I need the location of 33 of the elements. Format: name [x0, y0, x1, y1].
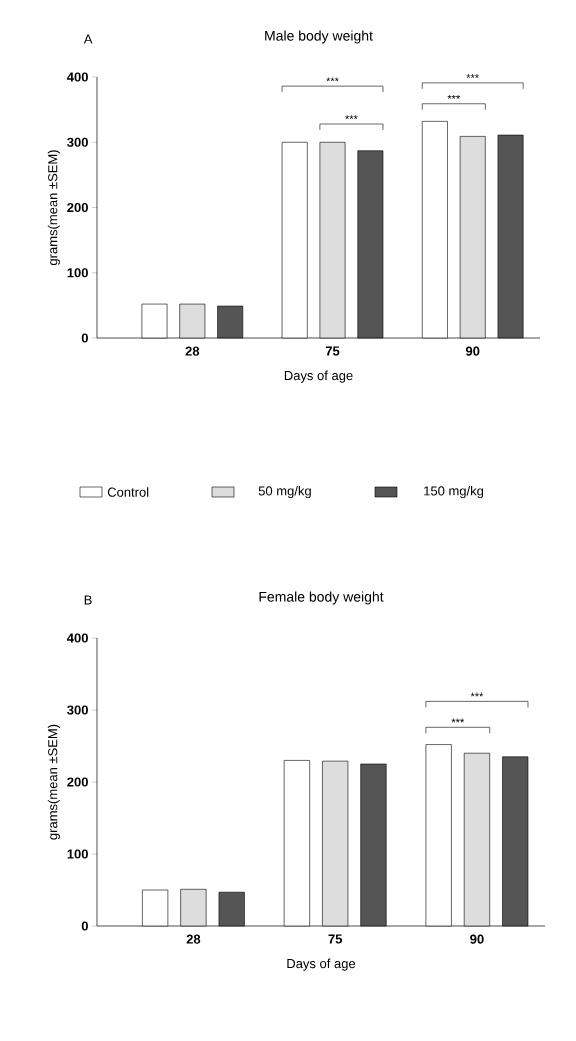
- x-tick-label: 90: [465, 346, 480, 356]
- x-tick-label: 28: [186, 934, 201, 944]
- x-tick-label: 75: [325, 346, 340, 356]
- chart-title: Female body weight: [259, 591, 384, 605]
- y-tick-label: 0: [81, 333, 88, 343]
- annotation: ***: [326, 77, 339, 82]
- y-tick-label: 200: [67, 777, 88, 787]
- annotation: ***: [345, 115, 358, 120]
- y-tick-label: 400: [66, 633, 88, 643]
- legend-label: 50 mg/kg: [258, 485, 311, 499]
- x-axis-title: Days of age: [284, 370, 353, 383]
- x-axis-title: Days of age: [287, 958, 356, 971]
- y-tick-label: 0: [81, 921, 88, 931]
- text: B: [84, 595, 92, 605]
- text: A: [83, 34, 93, 44]
- y-tick-label: 100: [67, 268, 88, 278]
- x-tick-label: 75: [328, 934, 343, 944]
- y-axis-title: grams(mean ±SEM): [47, 150, 60, 266]
- y-axis-title: grams(mean ±SEM): [47, 724, 60, 840]
- annotation: ***: [466, 74, 479, 78]
- legend-label: Control: [107, 487, 149, 497]
- annotation: ***: [451, 718, 465, 723]
- y-tick-label: 300: [67, 137, 88, 147]
- chart-title: Male body weight: [265, 30, 373, 44]
- legend-label: 150 mg/kg: [424, 485, 484, 499]
- annotation: ***: [447, 95, 461, 99]
- y-tick-label: 300: [67, 705, 88, 715]
- y-tick-label: 100: [67, 849, 88, 859]
- x-tick-label: 28: [185, 346, 200, 356]
- y-tick-label: 200: [67, 202, 88, 213]
- y-tick-label: 400: [66, 72, 88, 82]
- x-tick-label: 90: [470, 934, 484, 944]
- annotation: ***: [470, 692, 484, 697]
